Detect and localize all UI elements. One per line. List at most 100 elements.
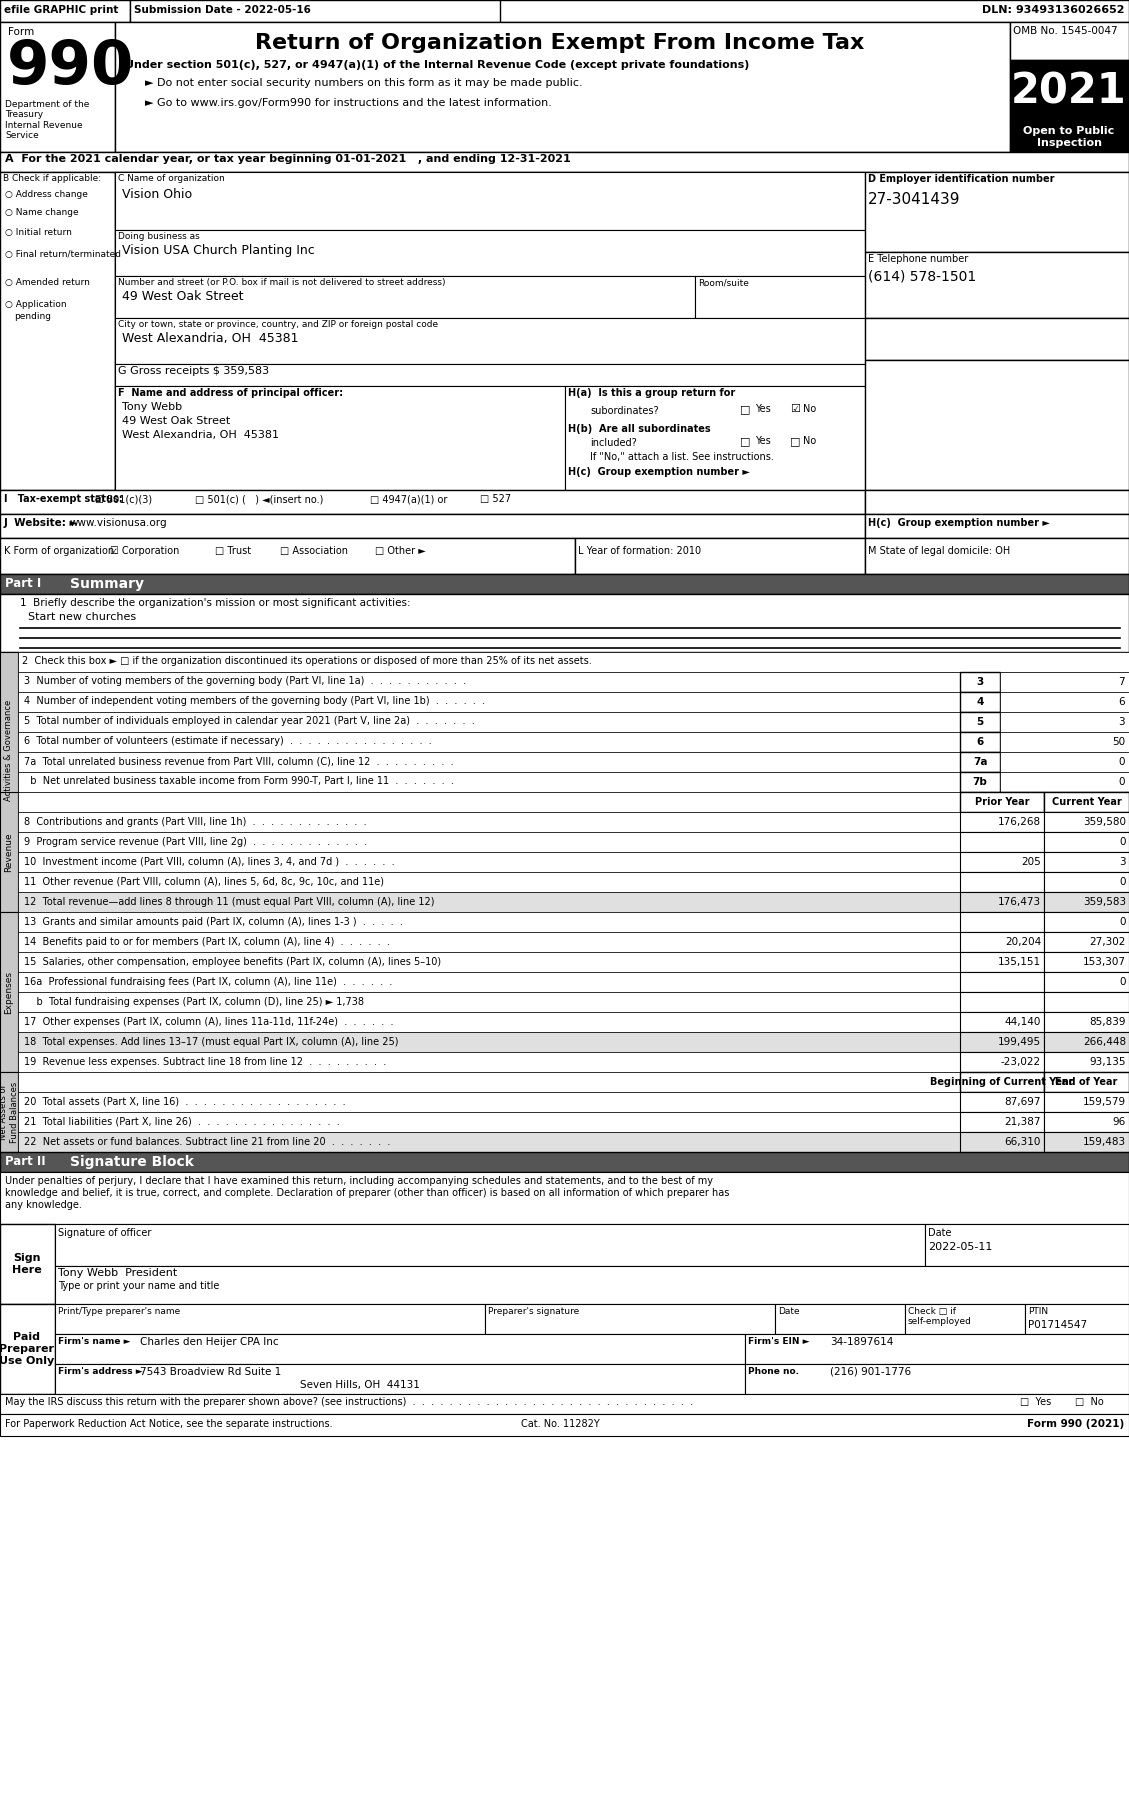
Text: Part I: Part I (5, 577, 42, 590)
Text: 19  Revenue less expenses. Subtract line 18 from line 12  .  .  .  .  .  .  .  .: 19 Revenue less expenses. Subtract line … (24, 1058, 386, 1067)
Text: May the IRS discuss this return with the preparer shown above? (see instructions: May the IRS discuss this return with the… (5, 1397, 693, 1408)
Bar (1044, 992, 1129, 1012)
Bar (1044, 1092, 1129, 1112)
Text: 0: 0 (1120, 918, 1126, 927)
Text: □  Yes: □ Yes (1019, 1397, 1051, 1408)
Text: 159,579: 159,579 (1083, 1097, 1126, 1107)
Bar (18, 651, 1129, 671)
Bar (18, 932, 960, 952)
Text: □ 4947(a)(1) or: □ 4947(a)(1) or (370, 493, 447, 504)
Text: 0: 0 (1119, 756, 1124, 767)
Text: (614) 578-1501: (614) 578-1501 (868, 270, 977, 285)
Text: 2022-05-11: 2022-05-11 (928, 1243, 992, 1252)
Bar (564, 386, 865, 490)
Bar (1044, 853, 1129, 873)
Bar (0, 0, 130, 22)
Text: Prior Year: Prior Year (974, 796, 1030, 807)
Text: Revenue: Revenue (5, 833, 14, 873)
Bar (1044, 1052, 1129, 1072)
Bar (0, 651, 18, 847)
Text: Room/suite: Room/suite (698, 278, 749, 287)
Text: 10  Investment income (Part VIII, column (A), lines 3, 4, and 7d )  .  .  .  .  : 10 Investment income (Part VIII, column … (24, 856, 395, 867)
Bar (1044, 1132, 1129, 1152)
Text: □ Association: □ Association (280, 546, 348, 557)
Bar (865, 172, 1129, 252)
Text: 135,151: 135,151 (998, 958, 1041, 967)
Text: ○ Name change: ○ Name change (5, 209, 79, 218)
Text: Firm's EIN ►: Firm's EIN ► (749, 1337, 809, 1346)
Text: 7a  Total unrelated business revenue from Part VIII, column (C), line 12  .  .  : 7a Total unrelated business revenue from… (24, 756, 454, 766)
Bar (18, 1112, 960, 1132)
Text: G Gross receipts $ 359,583: G Gross receipts $ 359,583 (119, 366, 269, 375)
Bar (0, 152, 1129, 172)
Bar (865, 490, 1129, 513)
Text: 359,580: 359,580 (1083, 816, 1126, 827)
Bar (1040, 793, 1129, 813)
Bar (960, 952, 1044, 972)
Text: Activities & Governance: Activities & Governance (5, 700, 14, 800)
Bar (55, 1266, 1129, 1304)
Bar (18, 992, 960, 1012)
Text: 5: 5 (977, 717, 983, 727)
Text: Tony Webb  President: Tony Webb President (58, 1268, 177, 1279)
Text: 2  Check this box ► □ if the organization discontinued its operations or dispose: 2 Check this box ► □ if the organization… (21, 657, 592, 666)
Bar (695, 276, 865, 317)
Bar (55, 1224, 925, 1266)
Bar (1044, 932, 1129, 952)
Bar (960, 813, 1044, 833)
Text: included?: included? (590, 437, 637, 448)
Text: 9  Program service revenue (Part VIII, line 2g)  .  .  .  .  .  .  .  .  .  .  .: 9 Program service revenue (Part VIII, li… (24, 836, 367, 847)
Text: 21,387: 21,387 (1005, 1117, 1041, 1126)
Text: 176,473: 176,473 (998, 896, 1041, 907)
Bar (0, 1072, 18, 1152)
Bar (0, 793, 18, 912)
Text: 49 West Oak Street: 49 West Oak Street (122, 290, 244, 303)
Text: A  For the 2021 calendar year, or tax year beginning 01-01-2021   , and ending 1: A For the 2021 calendar year, or tax yea… (5, 154, 571, 163)
Text: Submission Date - 2022-05-16: Submission Date - 2022-05-16 (134, 5, 310, 15)
Text: B Check if applicable:: B Check if applicable: (3, 174, 102, 183)
Bar (0, 1172, 1129, 1224)
Bar (1044, 1012, 1129, 1032)
Bar (18, 1032, 960, 1052)
Text: www.visionusa.org: www.visionusa.org (70, 519, 167, 528)
Bar (0, 1152, 1129, 1172)
Bar (960, 912, 1044, 932)
Text: Vision USA Church Planting Inc: Vision USA Church Planting Inc (122, 245, 315, 258)
Text: ○ Initial return: ○ Initial return (5, 229, 72, 238)
Text: Seven Hills, OH  44131: Seven Hills, OH 44131 (300, 1380, 420, 1390)
Bar (960, 1052, 1044, 1072)
Bar (0, 172, 115, 490)
Text: Return of Organization Exempt From Income Tax: Return of Organization Exempt From Incom… (255, 33, 865, 53)
Text: West Alexandria, OH  45381: West Alexandria, OH 45381 (122, 430, 279, 441)
Text: ► Go to www.irs.gov/Form990 for instructions and the latest information.: ► Go to www.irs.gov/Form990 for instruct… (145, 98, 552, 109)
Bar (115, 22, 1010, 152)
Bar (865, 539, 1129, 573)
Bar (485, 1304, 774, 1333)
Text: City or town, state or province, country, and ZIP or foreign postal code: City or town, state or province, country… (119, 319, 438, 328)
Text: J  Website: ►: J Website: ► (5, 519, 79, 528)
Text: Beginning of Current Year: Beginning of Current Year (930, 1078, 1074, 1087)
Text: End of Year: End of Year (1056, 1078, 1118, 1087)
Text: Date: Date (928, 1228, 952, 1237)
Text: 266,448: 266,448 (1083, 1038, 1126, 1047)
Bar (960, 1032, 1044, 1052)
Bar (18, 1092, 960, 1112)
Bar (1044, 793, 1129, 813)
Text: Form 990 (2021): Form 990 (2021) (1026, 1419, 1124, 1429)
Bar (1000, 773, 1129, 793)
Bar (1025, 1304, 1129, 1333)
Bar (115, 365, 865, 386)
Bar (925, 1224, 1129, 1266)
Text: 7a: 7a (973, 756, 987, 767)
Text: 96: 96 (1113, 1117, 1126, 1126)
Bar (0, 1224, 55, 1304)
Text: Cat. No. 11282Y: Cat. No. 11282Y (520, 1419, 599, 1429)
Text: 3: 3 (1119, 856, 1126, 867)
Text: □ Other ►: □ Other ► (375, 546, 426, 557)
Text: 8  Contributions and grants (Part VIII, line 1h)  .  .  .  .  .  .  .  .  .  .  : 8 Contributions and grants (Part VIII, l… (24, 816, 367, 827)
Bar (1044, 892, 1129, 912)
Bar (1044, 952, 1129, 972)
Text: Firm's name ►: Firm's name ► (58, 1337, 131, 1346)
Text: Firm's address ►: Firm's address ► (58, 1368, 142, 1377)
Text: If "No," attach a list. See instructions.: If "No," attach a list. See instructions… (590, 452, 773, 463)
